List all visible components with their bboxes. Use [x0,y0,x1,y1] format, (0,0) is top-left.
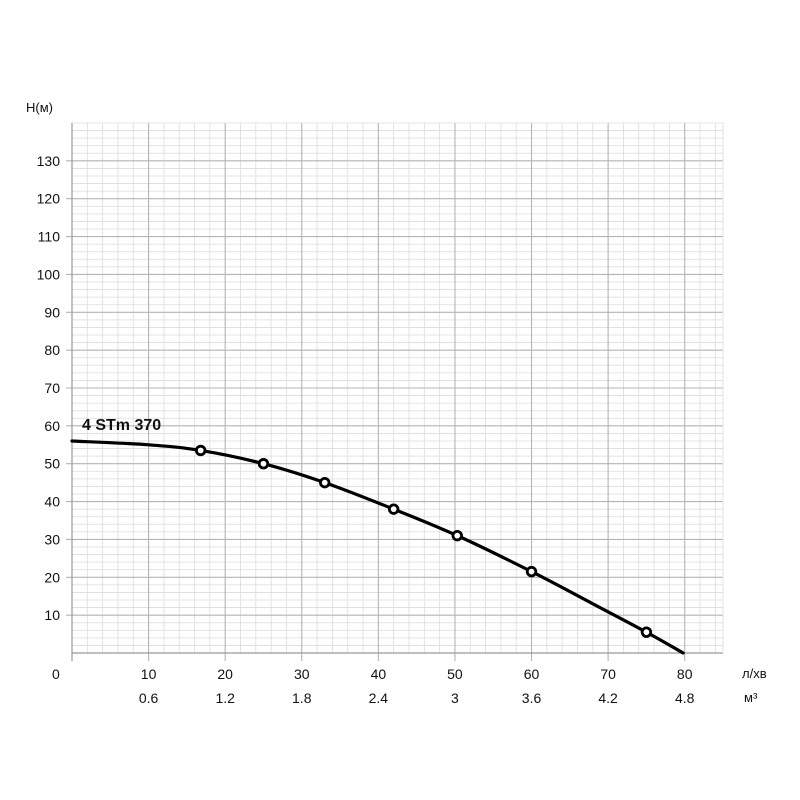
x-secondary-tick-labels: 0.6 1.2 1.8 2.4 3 3.6 4.2 4.8 [139,690,695,706]
x-secondary-tick-label: 4.2 [598,690,618,706]
origin-label: 0 [52,666,60,682]
data-point-marker [451,529,463,542]
x-tick-label: 30 [294,666,310,682]
y-tick-label: 120 [37,191,61,207]
y-tick-label: 20 [44,569,60,585]
series-label: 4 STm 370 [82,417,161,434]
x-tick-label: 20 [217,666,233,682]
data-point-marker [387,503,400,515]
y-tick-label: 30 [44,531,60,547]
x-tick-label: 40 [371,666,387,682]
grid-major-lines [66,123,723,661]
x-secondary-tick-label: 2.4 [369,690,389,706]
y-tick-labels: 10 20 30 40 50 60 70 80 90 100 110 120 130 [37,153,61,623]
y-tick-label: 40 [44,494,60,510]
y-axis-label: Н(м) [26,100,53,115]
x-tick-label: 80 [677,666,693,682]
y-tick-label: 70 [44,380,60,396]
x-axis-label-secondary: м³ [744,690,758,705]
x-secondary-tick-label: 4.8 [675,690,695,706]
x-tick-label: 50 [447,666,463,682]
y-tick-label: 110 [38,229,61,245]
axes [71,122,724,661]
data-point-marker [640,626,653,638]
data-point-marker [525,565,538,578]
data-point-marker [257,458,270,470]
x-tick-label: 10 [141,666,157,682]
data-point-marker [194,444,207,457]
y-tick-label: 10 [44,607,60,623]
x-tick-label: 60 [524,666,540,682]
x-secondary-tick-label: 1.2 [215,690,235,706]
x-secondary-tick-label: 3 [451,690,459,706]
y-tick-label: 80 [44,342,60,358]
y-tick-label: 100 [37,266,61,282]
series-layer [70,439,685,655]
y-tick-label: 50 [44,456,60,472]
data-point-marker [319,476,331,489]
y-tick-label: 60 [44,418,60,434]
x-tick-label: 70 [600,666,616,682]
y-tick-label: 130 [37,153,61,169]
x-secondary-tick-label: 0.6 [139,690,159,706]
x-secondary-tick-label: 3.6 [522,690,542,706]
x-secondary-tick-label: 1.8 [292,690,312,706]
y-tick-label: 90 [44,304,60,320]
x-tick-labels: 10 20 30 40 50 60 70 80 [141,666,693,682]
x-axis-label-primary: л/хв [742,666,767,681]
